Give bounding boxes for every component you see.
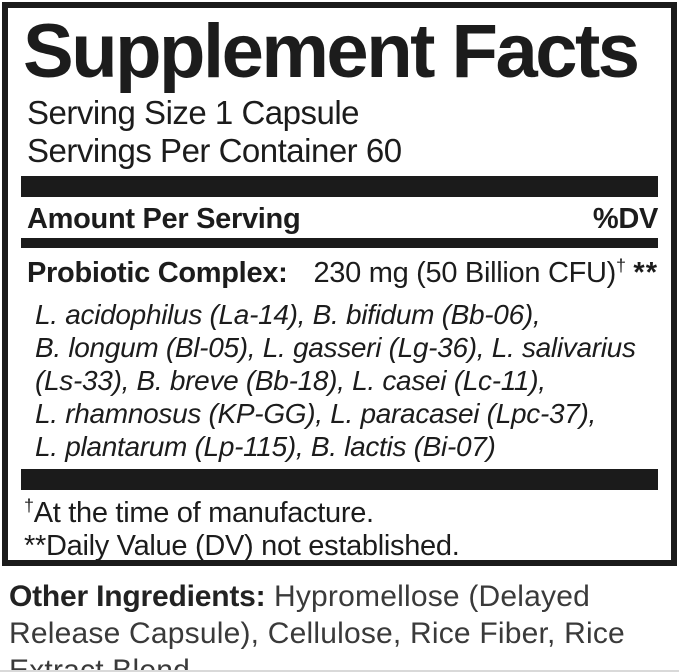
percent-dv-header: %DV bbox=[592, 203, 658, 235]
divider-thick-bottom bbox=[21, 469, 658, 490]
probiotic-complex-row: Probiotic Complex: 230 mg (50 Billion CF… bbox=[21, 256, 658, 290]
other-ingredients-label: Other Ingredients: bbox=[9, 580, 266, 613]
footnote-dagger-symbol: † bbox=[24, 495, 34, 516]
bottom-edge-line bbox=[0, 670, 679, 672]
strain-line-2: B. longum (Bl-05), L. gasseri (Lg-36), L… bbox=[35, 332, 636, 363]
strain-line-1: L. acidophilus (La-14), B. bifidum (Bb-0… bbox=[35, 299, 541, 330]
strain-line-4: L. rhamnosus (KP-GG), L. paracasei (Lpc-… bbox=[35, 398, 597, 429]
probiotic-strain-list: L. acidophilus (La-14), B. bifidum (Bb-0… bbox=[21, 298, 658, 463]
probiotic-dv-value: ** bbox=[633, 257, 658, 289]
amount-per-serving-row: Amount Per Serving %DV bbox=[21, 202, 658, 236]
other-ingredients-line-3: Extract Blend. bbox=[9, 654, 199, 672]
panel-title: Supplement Facts bbox=[23, 9, 640, 94]
amount-per-serving-label: Amount Per Serving bbox=[27, 203, 301, 235]
probiotic-amount-text: 230 mg (50 Billion CFU) bbox=[313, 257, 617, 289]
divider-thick-top bbox=[21, 176, 658, 197]
manufacture-footnote: †At the time of manufacture. bbox=[24, 495, 658, 530]
serving-info: Serving Size 1 Capsule Servings Per Cont… bbox=[27, 94, 658, 170]
supplement-facts-panel: Supplement Facts Serving Size 1 Capsule … bbox=[2, 2, 677, 566]
serving-size-text: Serving Size 1 Capsule bbox=[27, 94, 360, 131]
probiotic-amount-value: 230 mg (50 Billion CFU)† bbox=[313, 255, 626, 290]
dv-not-established-footnote: **Daily Value (DV) not established. bbox=[24, 530, 460, 562]
dagger-superscript: † bbox=[616, 255, 626, 276]
other-ingredients: Other Ingredients: Hypromellose (Delayed… bbox=[9, 578, 671, 672]
strain-line-5: L. plantarum (Lp-115), B. lactis (Bi-07) bbox=[35, 431, 496, 462]
footnote-dagger-text: At the time of manufacture. bbox=[33, 497, 374, 529]
servings-per-container-text: Servings Per Container 60 bbox=[27, 132, 402, 169]
footnotes: †At the time of manufacture. **Daily Val… bbox=[21, 495, 658, 563]
strain-line-3: (Ls-33), B. breve (Bb-18), L. casei (Lc-… bbox=[35, 365, 546, 396]
probiotic-complex-label: Probiotic Complex: bbox=[27, 257, 288, 289]
divider-medium bbox=[21, 238, 658, 248]
other-ingredients-line-2: Release Capsule), Cellulose, Rice Fiber,… bbox=[9, 617, 625, 650]
other-ingredients-line-1: Hypromellose (Delayed bbox=[273, 580, 590, 613]
